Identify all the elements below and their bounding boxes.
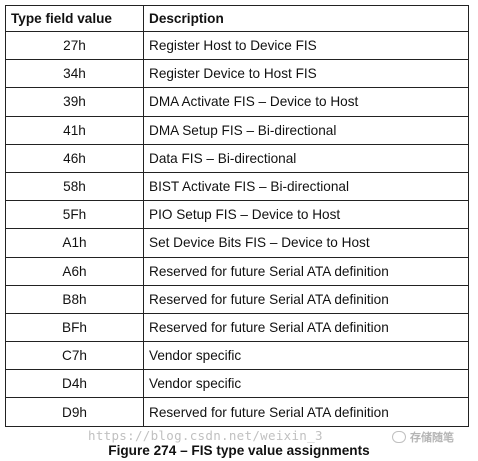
type-value-cell: A6h bbox=[5, 256, 144, 286]
table-row: 34h Register Device to Host FIS bbox=[5, 59, 469, 89]
type-value-cell: 46h bbox=[5, 143, 144, 173]
description-cell: Vendor specific bbox=[143, 369, 469, 399]
type-value-cell: 5Fh bbox=[5, 200, 144, 230]
description-cell: Reserved for future Serial ATA definitio… bbox=[143, 284, 469, 314]
type-value-cell: 41h bbox=[5, 115, 144, 145]
description-cell: Set Device Bits FIS – Device to Host bbox=[143, 228, 469, 258]
description-cell: Data FIS – Bi-directional bbox=[143, 143, 469, 173]
type-value-cell: 39h bbox=[5, 87, 144, 117]
table-row: 5Fh PIO Setup FIS – Device to Host bbox=[5, 200, 469, 230]
type-value-cell: 58h bbox=[5, 171, 144, 202]
header-description: Description bbox=[143, 5, 469, 32]
header-type-field-value: Type field value bbox=[5, 5, 144, 32]
description-cell: PIO Setup FIS – Device to Host bbox=[143, 200, 469, 230]
description-cell: Reserved for future Serial ATA definitio… bbox=[143, 312, 469, 343]
table-row: 27h Register Host to Device FIS bbox=[5, 30, 469, 61]
table-row: A1h Set Device Bits FIS – Device to Host bbox=[5, 228, 469, 258]
type-value-cell: BFh bbox=[5, 312, 144, 343]
description-cell: Reserved for future Serial ATA definitio… bbox=[143, 397, 469, 427]
fis-type-table: Type field value Description 27h Registe… bbox=[5, 5, 469, 427]
type-value-cell: A1h bbox=[5, 228, 144, 258]
description-cell: DMA Setup FIS – Bi-directional bbox=[143, 115, 469, 145]
description-cell: Reserved for future Serial ATA definitio… bbox=[143, 256, 469, 286]
type-value-cell: D4h bbox=[5, 369, 144, 399]
description-cell: BIST Activate FIS – Bi-directional bbox=[143, 171, 469, 202]
table-row: 58h BIST Activate FIS – Bi-directional bbox=[5, 171, 469, 202]
description-cell: DMA Activate FIS – Device to Host bbox=[143, 87, 469, 117]
table-header-row: Type field value Description bbox=[5, 5, 469, 32]
table-row: 41h DMA Setup FIS – Bi-directional bbox=[5, 115, 469, 145]
type-value-cell: 27h bbox=[5, 30, 144, 61]
table-row: 39h DMA Activate FIS – Device to Host bbox=[5, 87, 469, 117]
table-row: D4h Vendor specific bbox=[5, 369, 469, 399]
table-row: B8h Reserved for future Serial ATA defin… bbox=[5, 284, 469, 314]
table-row: A6h Reserved for future Serial ATA defin… bbox=[5, 256, 469, 286]
wechat-icon bbox=[392, 431, 406, 443]
table-row: C7h Vendor specific bbox=[5, 341, 469, 371]
description-cell: Register Host to Device FIS bbox=[143, 30, 469, 61]
figure-caption: Figure 274 – FIS type value assignments bbox=[108, 443, 370, 458]
description-cell: Register Device to Host FIS bbox=[143, 59, 469, 89]
watermark-url: https://blog.csdn.net/weixin_3 bbox=[88, 428, 323, 443]
type-value-cell: 34h bbox=[5, 59, 144, 89]
description-cell: Vendor specific bbox=[143, 341, 469, 371]
type-value-cell: C7h bbox=[5, 341, 144, 371]
table-row: D9h Reserved for future Serial ATA defin… bbox=[5, 397, 469, 427]
table-row: BFh Reserved for future Serial ATA defin… bbox=[5, 312, 469, 343]
type-value-cell: D9h bbox=[5, 397, 144, 427]
type-value-cell: B8h bbox=[5, 284, 144, 314]
fis-type-table-container: Type field value Description 27h Registe… bbox=[5, 5, 469, 427]
table-row: 46h Data FIS – Bi-directional bbox=[5, 143, 469, 173]
